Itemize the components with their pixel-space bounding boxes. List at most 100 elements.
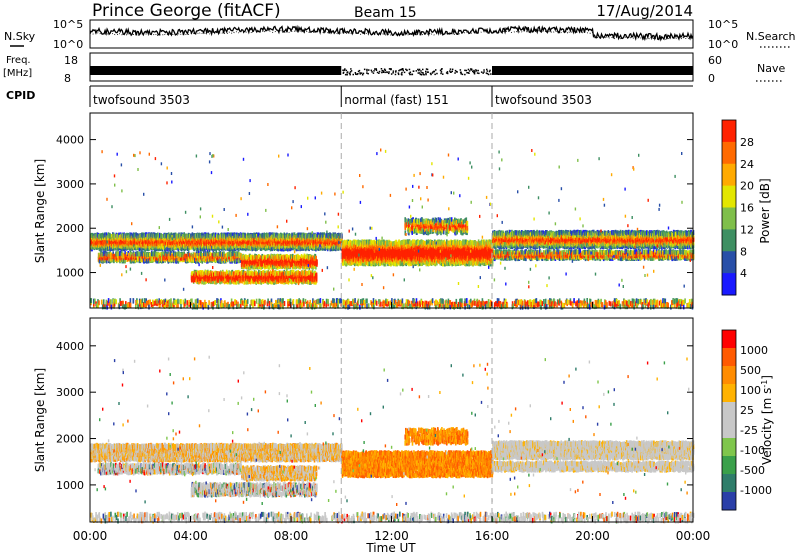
freq-dot [483, 69, 485, 71]
freq-dot [409, 69, 411, 71]
freq-dot [440, 70, 442, 72]
freq-label-line2: [MHz] [3, 68, 32, 79]
freq-tick-bottom: 8 [64, 72, 71, 85]
freq-dot [447, 71, 449, 73]
freq-dot [477, 72, 479, 74]
freq-dot [467, 72, 469, 74]
freq-dot [416, 70, 418, 72]
beam-label: Beam 15 [354, 5, 417, 21]
freq-dot [395, 74, 397, 76]
cpid-segment-label: twofsound 3503 [495, 93, 592, 107]
freq-dot [353, 74, 355, 76]
n-search-label: N.Search [746, 30, 796, 43]
freq-dot [425, 74, 427, 76]
freq-dot [395, 71, 397, 73]
freq-dot [420, 70, 422, 72]
freq-dot [452, 69, 454, 71]
freq-tick-top: 18 [64, 54, 78, 67]
freq-dot [434, 74, 436, 76]
freq-dot [344, 69, 346, 71]
freq-dot [378, 73, 380, 75]
freq-dot [418, 72, 420, 74]
freq-dot [371, 71, 373, 73]
freq-dot [425, 71, 427, 73]
freq-dot [464, 74, 466, 76]
freq-dot [401, 69, 403, 71]
freq-dot [490, 73, 492, 75]
freq-dot [482, 72, 484, 74]
freq-dot [454, 72, 456, 74]
freq-dot [450, 68, 452, 70]
freq-dot [422, 69, 424, 71]
freq-dot [409, 73, 411, 75]
freq-dot [363, 73, 365, 75]
nave-tick-top: 60 [708, 54, 722, 67]
freq-dot [462, 74, 464, 76]
freq-dot [346, 74, 348, 76]
freq-dot [471, 69, 473, 71]
freq-dot [452, 71, 454, 73]
cpid-strip: CPID twofsound 3503 normal (fast) 151 twof… [6, 86, 693, 107]
freq-dot [447, 73, 449, 75]
freq-dot [489, 70, 491, 72]
freq-dot [381, 72, 383, 74]
freq-dot [384, 72, 386, 74]
freq-dot [368, 69, 370, 71]
freq-dot [422, 72, 424, 74]
freq-dot [473, 70, 475, 72]
noise-left-tick-top: 10^5 [53, 18, 83, 31]
freq-dot [343, 72, 345, 74]
noise-traces [90, 27, 693, 40]
freq-dot [432, 71, 434, 73]
freq-dot [382, 70, 384, 72]
freq-dot [419, 69, 421, 71]
freq-dot [406, 70, 408, 72]
freq-band-1 [90, 66, 341, 75]
freq-dot [366, 70, 368, 72]
freq-dot [460, 73, 462, 75]
freq-dot [364, 69, 366, 71]
freq-dot [404, 72, 406, 74]
freq-dot [417, 69, 419, 71]
freq-dot [379, 71, 381, 73]
freq-dot [486, 72, 488, 74]
freq-dot [392, 72, 394, 74]
range-cell [308, 280, 310, 285]
freq-dot [350, 68, 352, 70]
freq-dot [391, 73, 393, 75]
nave-tick-bottom: 0 [708, 72, 715, 85]
freq-dot [359, 70, 361, 72]
freq-dot [421, 74, 423, 76]
freq-dot [373, 70, 375, 72]
freq-dot [376, 68, 378, 70]
freq-dot [349, 74, 351, 76]
freq-dot [413, 71, 415, 73]
freq-dot [486, 69, 488, 71]
freq-dot [435, 69, 437, 71]
freq-dot [371, 70, 373, 72]
cpid-segment-label: twofsound 3503 [93, 93, 190, 107]
freq-dot [345, 74, 347, 76]
freq-dot [473, 72, 475, 74]
noise-panel: N.Sky 10^5 10^0 10^5 10^0 N.Search [4, 18, 796, 51]
freq-dot [477, 70, 479, 72]
noise-right-tick-top: 10^5 [708, 18, 738, 31]
freq-dot [342, 70, 344, 72]
freq-band-2 [492, 66, 693, 75]
freq-dot [412, 74, 414, 76]
freq-dot [361, 72, 363, 74]
freq-dot [390, 68, 392, 70]
freq-dot [366, 72, 368, 74]
freq-dot [385, 70, 387, 72]
freq-dot [441, 68, 443, 70]
freq-dot [367, 73, 369, 75]
freq-dot [430, 74, 432, 76]
range-cell [119, 251, 121, 256]
freq-dot [377, 72, 379, 74]
freq-dot [357, 73, 359, 75]
freq-dot [487, 70, 489, 72]
freq-dot [464, 70, 466, 72]
freq-dot [355, 72, 357, 74]
radar-figure: Prince George (fitACF) Beam 15 17/Aug/20… [0, 0, 800, 554]
freq-dot [436, 73, 438, 75]
